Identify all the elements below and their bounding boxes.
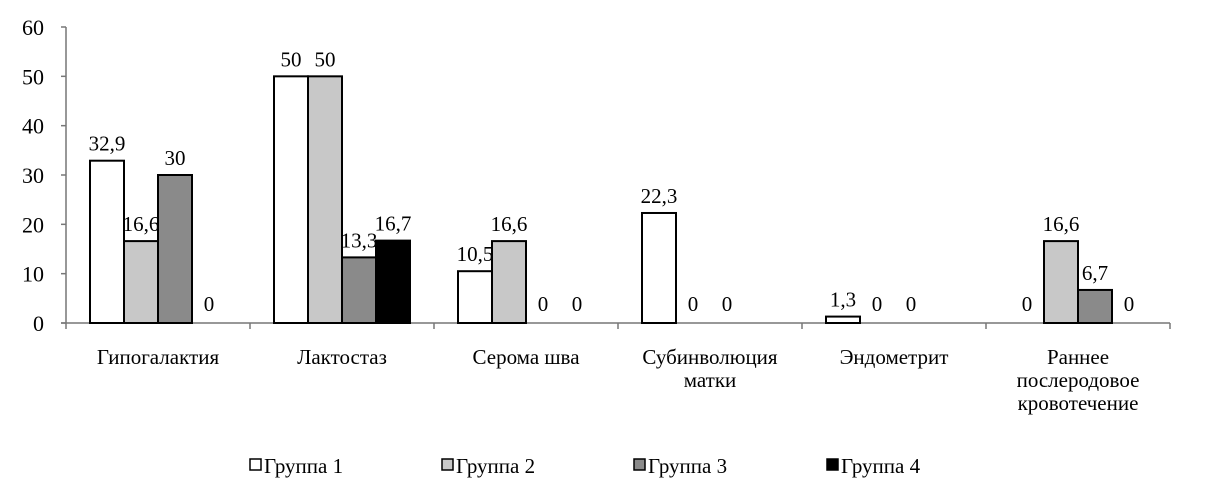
y-tick-label: 20 [22, 212, 44, 237]
y-tick-label: 50 [22, 64, 44, 89]
category-label: Субинволюция [642, 345, 778, 369]
bar-Группа-1 [457, 270, 493, 325]
data-label: 6,7 [1082, 261, 1108, 285]
legend-label: Группа 4 [841, 454, 921, 478]
category-label: Эндометрит [840, 345, 949, 369]
bar-Группа-3 [157, 174, 193, 324]
data-label: 0 [538, 292, 549, 316]
legend-swatch [441, 458, 454, 471]
category-label: Серома шва [472, 345, 580, 369]
legend-swatch [249, 458, 262, 471]
legend-label: Группа 2 [456, 454, 535, 478]
legend-swatch [826, 458, 839, 471]
data-label: 30 [165, 146, 186, 170]
data-label: 16,6 [123, 212, 160, 236]
y-tick-label: 10 [22, 262, 44, 287]
data-label: 1,3 [830, 288, 856, 312]
bar-Группа-2 [1043, 240, 1079, 325]
bar-Группа-1 [273, 75, 309, 325]
data-label: 0 [906, 292, 917, 316]
category-label: кровотечение [1018, 391, 1139, 415]
bar-Группа-1 [825, 315, 861, 325]
data-label: 0 [722, 292, 733, 316]
data-label: 50 [315, 47, 336, 71]
bar-Группа-2 [123, 240, 159, 325]
bar-Группа-3 [341, 256, 377, 324]
category-label: матки [684, 368, 737, 392]
bar-Группа-2 [307, 75, 343, 325]
data-label: 22,3 [641, 184, 678, 208]
y-tick-label: 40 [22, 114, 44, 139]
y-tick-label: 0 [33, 311, 44, 336]
category-label: Лактостаз [297, 345, 387, 369]
bar-Группа-4 [375, 239, 411, 324]
y-tick-label: 60 [22, 15, 44, 40]
data-label: 0 [204, 292, 215, 316]
data-label: 32,9 [89, 132, 126, 156]
data-label: 16,6 [491, 212, 528, 236]
bar-Группа-1 [641, 211, 677, 324]
data-label: 0 [1124, 292, 1135, 316]
category-label: Раннее [1047, 345, 1109, 369]
data-label: 16,6 [1043, 212, 1080, 236]
category-label: Гипогалактия [97, 345, 220, 369]
bar-Группа-3 [1077, 288, 1113, 324]
data-label: 0 [872, 292, 883, 316]
data-label: 10,5 [457, 242, 494, 266]
data-label: 0 [1022, 292, 1033, 316]
data-label: 16,7 [375, 212, 412, 236]
bar-Группа-1 [89, 159, 125, 324]
data-label: 0 [572, 292, 583, 316]
bar-Группа-2 [491, 240, 527, 325]
legend-swatch [633, 458, 646, 471]
category-label: послеродовое [1017, 368, 1140, 392]
data-label: 50 [281, 47, 302, 71]
legend-label: Группа 1 [264, 454, 343, 478]
data-label: 0 [688, 292, 699, 316]
data-label: 13,3 [341, 228, 378, 252]
y-tick-label: 30 [22, 163, 44, 188]
legend-label: Группа 3 [648, 454, 727, 478]
